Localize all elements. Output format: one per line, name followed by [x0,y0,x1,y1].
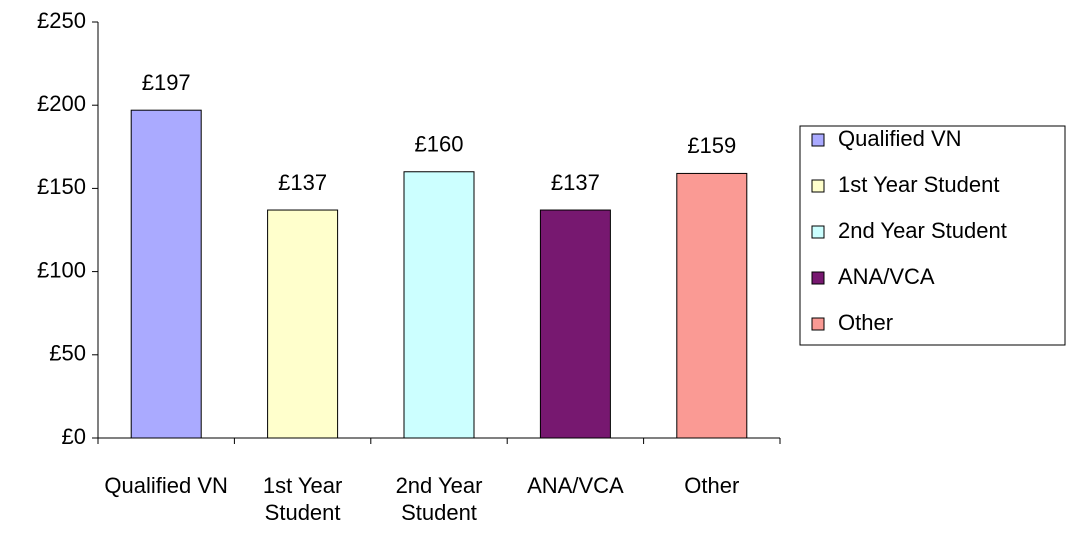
legend-box [799,125,1066,346]
y-tick-label: £100 [37,257,86,282]
legend-swatch [811,271,825,285]
y-tick-label: £50 [49,341,86,366]
x-tick-label: 1st Year Student [262,473,343,525]
legend-swatch [811,225,825,239]
data-label: £160 [415,132,464,157]
legend-label: Other [838,310,893,335]
y-tick-label: £200 [37,91,86,116]
x-tick-label: 2nd Year Student [395,473,483,525]
legend-swatch [811,317,825,331]
x-tick-label: Other [684,473,740,498]
legend-label: 1st Year Student [838,172,999,197]
bar [403,171,475,439]
data-label: £197 [142,70,191,95]
y-tick-label: £0 [62,424,86,449]
legend-swatch [811,179,825,193]
legend-label: Qualified VN [838,126,962,151]
bar [539,209,611,439]
bar [267,209,339,439]
x-tick-label: Qualified VN [104,473,228,498]
bar [130,109,202,439]
x-tick-label: ANA/VCA [527,473,624,498]
legend-swatch [811,133,825,147]
bar [676,172,748,439]
data-label: £137 [551,170,600,195]
data-label: £159 [687,133,736,158]
legend-label: 2nd Year Student [838,218,1007,243]
legend-label: ANA/VCA [838,264,935,289]
y-tick-label: £150 [37,174,86,199]
y-tick-label: £250 [37,8,86,33]
data-label: £137 [278,170,327,195]
